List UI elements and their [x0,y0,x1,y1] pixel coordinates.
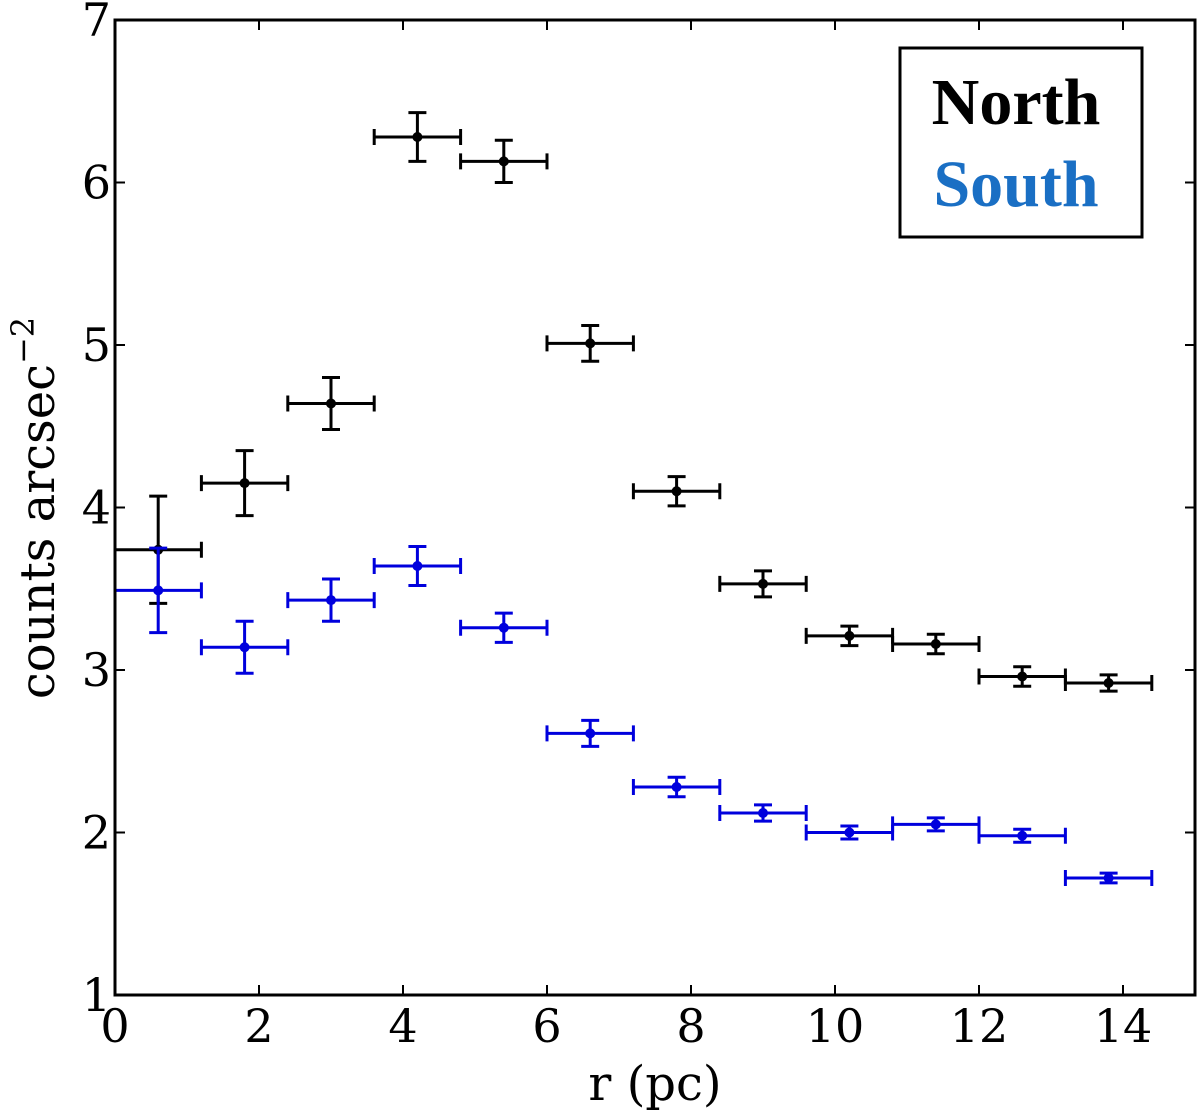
point-marker [585,338,596,349]
point-marker [239,642,250,653]
plot-marks [113,111,1154,886]
data-point-south [199,619,290,675]
data-point-south [545,718,635,748]
data-point-south [113,546,203,635]
point-marker [671,782,682,792]
data-point-north [804,624,895,648]
data-point-north [631,475,722,508]
data-point-south [804,824,895,841]
data-point-north [1063,673,1154,693]
data-point-south [891,816,981,833]
point-marker [758,578,768,589]
data-point-north [286,376,376,431]
point-marker [930,639,941,649]
x-tick-label: 10 [806,999,865,1053]
legend-entry-south: South [933,148,1098,221]
point-marker [844,827,855,838]
data-point-north [545,324,635,363]
point-marker [758,808,768,818]
point-marker [1103,678,1114,688]
y-axis-label-exponent: −2 [4,317,42,364]
point-marker [585,728,596,739]
x-tick-label: 12 [950,999,1009,1053]
point-marker [326,398,336,409]
y-tick-label: 7 [82,0,111,47]
legend-box [898,46,1144,239]
y-tick-label: 1 [82,968,111,1022]
point-marker [498,156,509,167]
legend: North South [898,46,1144,239]
data-point-north [372,111,463,163]
data-point-north [718,569,808,599]
series-south [113,545,1154,886]
y-tick-label: 5 [82,318,111,372]
series-north [113,111,1154,693]
point-marker [1017,671,1028,682]
x-tick-label: 8 [676,999,705,1053]
data-point-south [718,803,808,823]
point-marker [498,622,509,633]
x-tick-label: 0 [100,999,129,1053]
point-marker [1103,873,1114,883]
y-tick-label: 2 [82,806,111,860]
point-marker [239,478,250,489]
data-point-south [286,577,376,623]
data-point-south [372,545,463,587]
point-marker [412,132,423,142]
point-marker [930,819,941,830]
legend-entry-north: North [932,66,1101,139]
point-marker [1017,830,1028,841]
point-marker [153,585,164,596]
point-marker [671,486,682,497]
y-axis-label: counts arcsec−2 [4,317,66,699]
x-tick-label: 2 [244,999,273,1053]
data-point-north [459,138,549,184]
data-point-south [631,775,722,799]
data-point-north [199,449,290,518]
y-axis-label-text: counts arcsec [10,364,66,699]
data-point-north [891,632,981,656]
y-tick-label: 4 [82,481,111,535]
data-point-north [977,665,1067,688]
x-tick-label: 6 [532,999,561,1053]
point-marker [412,561,423,571]
x-tick-label: 4 [388,999,417,1053]
data-point-south [977,827,1067,844]
y-axis-label-group: counts arcsec−2 [4,317,66,699]
x-axis-label: r (pc) [588,1056,721,1112]
point-marker [844,630,855,641]
y-tick-label: 3 [82,643,111,697]
point-marker [326,595,336,606]
x-tick-label: 14 [1094,999,1153,1053]
data-point-south [1063,870,1154,886]
data-point-south [459,611,549,644]
y-tick-label: 6 [82,156,111,210]
